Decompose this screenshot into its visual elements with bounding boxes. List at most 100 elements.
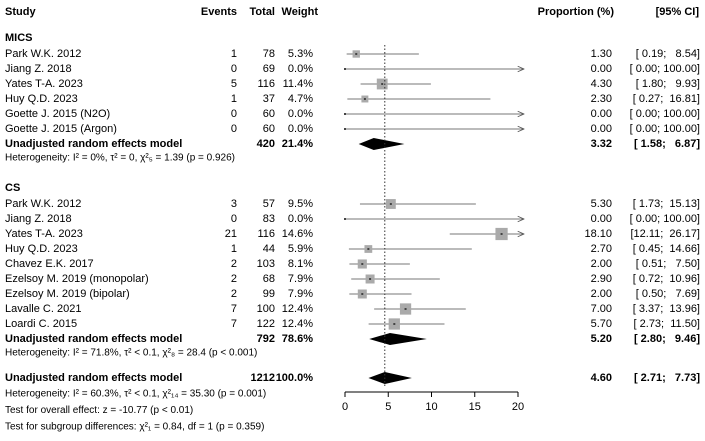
summary-weight: 78.6% [282,333,313,345]
study-ci: [ 1.80; 9.93] [636,78,700,90]
study-total: 99 [263,288,275,300]
study-point [369,278,372,280]
study-name: Yates T-A. 2023 [5,78,83,90]
study-total: 69 [263,63,275,75]
study-estimate: 2.30 [591,93,612,105]
study-point [404,308,407,310]
study-name: Goette J. 2015 (N2O) [5,108,110,120]
study-name: Goette J. 2015 (Argon) [5,123,117,135]
test-note: Heterogeneity: I² = 60.3%, τ² < 0.1, χ²₁… [5,389,266,400]
summary-weight: 100.0% [276,372,314,384]
study-ci: [ 0.00; 100.00] [630,108,700,120]
study-total: 116 [257,228,275,240]
study-events: 21 [225,228,237,240]
study-events: 5 [231,78,237,90]
study-estimate: 2.70 [591,243,612,255]
study-events: 1 [231,243,237,255]
study-name: Park W.K. 2012 [5,48,81,60]
study-weight: 0.0% [288,213,313,225]
study-total: 44 [263,243,275,255]
study-name: Chavez E.K. 2017 [5,258,94,270]
study-name: Lavalle C. 2021 [5,303,81,315]
study-point [389,203,392,205]
test-note: Test for overall effect: z = -10.77 (p <… [5,405,193,416]
summary-total: 1212 [251,372,275,384]
header-proportion: Proportion (%) [538,6,615,18]
study-point [344,113,346,115]
study-ci: [ 1.73; 15.13] [633,198,700,210]
study-weight: 5.3% [288,48,313,60]
study-estimate: 2.00 [591,258,612,270]
group-title: CS [5,182,20,194]
study-estimate: 18.10 [584,228,612,240]
summary-label: Unadjusted random effects model [5,138,182,150]
study-events: 0 [231,63,237,75]
study-weight: 14.6% [282,228,313,240]
summary-ci: [ 2.71; 7.73] [634,372,700,384]
study-point [361,263,364,265]
study-estimate: 0.00 [591,63,612,75]
study-total: 83 [263,213,275,225]
x-tick-label: 5 [385,401,391,413]
study-name: Park W.K. 2012 [5,198,81,210]
study-weight: 9.5% [288,198,313,210]
study-point [367,248,370,250]
study-events: 7 [231,303,237,315]
study-weight: 12.4% [282,303,313,315]
study-ci: [ 0.00; 100.00] [630,123,700,135]
summary-weight: 21.4% [282,138,313,150]
study-events: 0 [231,213,237,225]
study-total: 60 [263,108,275,120]
study-total: 78 [263,48,275,60]
study-events: 1 [231,93,237,105]
study-weight: 8.1% [288,258,313,270]
study-total: 116 [257,78,275,90]
study-weight: 4.7% [288,93,313,105]
study-events: 0 [231,123,237,135]
study-total: 122 [257,318,275,330]
study-estimate: 5.70 [591,318,612,330]
study-ci: [ 0.00; 100.00] [630,63,700,75]
study-weight: 7.9% [288,288,313,300]
study-ci: [ 0.27; 16.81] [633,93,700,105]
study-ci: [ 0.51; 7.50] [636,258,700,270]
study-estimate: 5.30 [591,198,612,210]
summary-label: Unadjusted random effects model [5,333,182,345]
x-tick-label: 20 [512,401,524,413]
header-weight: Weight [282,6,319,18]
study-total: 57 [263,198,275,210]
study-weight: 5.9% [288,243,313,255]
study-events: 2 [231,258,237,270]
summary-ci: [ 1.58; 6.87] [634,138,700,150]
study-point [355,53,358,55]
study-point [344,218,346,220]
study-point [393,323,396,325]
header-total: Total [250,6,275,18]
study-weight: 0.0% [288,63,313,75]
header-ci: [95% CI] [656,6,700,18]
study-events: 2 [231,273,237,285]
study-weight: 12.4% [282,318,313,330]
study-point [344,68,346,70]
study-weight: 0.0% [288,123,313,135]
test-note: Test for subgroup differences: χ²₁ = 0.8… [5,422,264,433]
study-name: Loardi C. 2015 [5,318,77,330]
study-estimate: 0.00 [591,123,612,135]
study-total: 103 [257,258,275,270]
x-tick-label: 0 [342,401,348,413]
summary-estimate: 3.32 [591,138,612,150]
study-ci: [ 0.45; 14.66] [633,243,700,255]
study-total: 100 [257,303,275,315]
summary-estimate: 5.20 [591,333,612,345]
study-events: 1 [231,48,237,60]
x-tick-label: 15 [469,401,481,413]
summary-total: 420 [257,138,275,150]
study-estimate: 0.00 [591,213,612,225]
study-point [344,128,346,130]
study-name: Jiang Z. 2018 [5,213,72,225]
study-events: 7 [231,318,237,330]
heterogeneity: Heterogeneity: I² = 71.8%, τ² < 0.1, χ²₈… [5,348,257,359]
study-name: Huy Q.D. 2023 [5,243,78,255]
header-events: Events [201,6,237,18]
